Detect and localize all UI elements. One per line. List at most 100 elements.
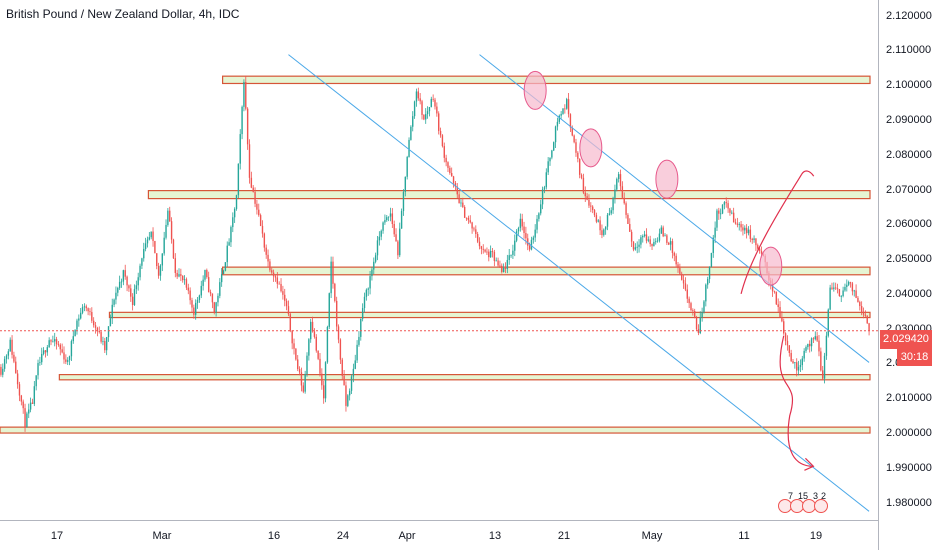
candle-body (807, 343, 809, 348)
chart-title: British Pound / New Zealand Dollar, 4h, … (6, 7, 240, 21)
candle (753, 235, 755, 243)
candle-body (827, 309, 829, 336)
price-axis[interactable] (878, 0, 879, 550)
candle-body (72, 336, 74, 342)
candle-body (178, 274, 180, 277)
candle (562, 108, 564, 115)
candle-body (220, 274, 223, 283)
candle (415, 88, 418, 107)
candle (860, 301, 863, 316)
candle (734, 218, 737, 225)
candle-body (534, 229, 536, 238)
candle-body (831, 287, 833, 289)
candle (540, 199, 542, 216)
candle (215, 301, 217, 317)
candle-body (573, 135, 575, 143)
candle (844, 283, 846, 292)
candle-body (753, 238, 755, 240)
candle (688, 296, 690, 308)
candle (582, 173, 585, 195)
candle (655, 238, 657, 245)
candle-body (104, 341, 106, 351)
candle (68, 355, 71, 366)
candle (538, 212, 540, 222)
candle (5, 354, 8, 364)
candle (213, 301, 215, 315)
time-axis[interactable] (0, 520, 878, 521)
candle-body (512, 250, 514, 255)
candle (786, 335, 789, 351)
candle-body (78, 318, 80, 321)
candle (825, 331, 828, 360)
candle (243, 79, 245, 112)
candle (842, 286, 844, 298)
candle-body (393, 224, 395, 235)
candle-body (298, 369, 301, 373)
candle-body (629, 223, 631, 232)
candle-body (52, 341, 54, 343)
candle-body (747, 229, 750, 234)
candle-body (671, 241, 674, 253)
candle (673, 251, 676, 262)
candle-body (473, 228, 475, 230)
candle (408, 137, 410, 158)
candle (111, 298, 113, 325)
candle-body (191, 300, 193, 308)
candle (141, 257, 143, 270)
candle-body (169, 210, 171, 222)
candle-body (554, 126, 557, 143)
candle-body (838, 289, 841, 297)
candle-body (202, 279, 204, 286)
candle-body (653, 241, 655, 247)
candle-body (721, 204, 724, 214)
candle-body (105, 337, 108, 351)
candle-body (412, 116, 414, 127)
candle-body (775, 291, 778, 305)
candle (705, 283, 707, 307)
candle-body (347, 395, 349, 406)
candle-body (651, 244, 653, 247)
candle-body (282, 291, 284, 295)
candle-body (836, 288, 839, 290)
candle (96, 326, 99, 337)
candle-body (172, 239, 175, 259)
candle (104, 337, 106, 354)
candle (306, 352, 308, 377)
candle (718, 207, 720, 220)
x-tick-label: 13 (488, 530, 502, 542)
candle (404, 176, 407, 197)
candle-body (625, 203, 627, 215)
candle (297, 355, 299, 372)
candle-body (675, 255, 677, 265)
candle-body (241, 106, 243, 135)
x-tick-label: 11 (738, 530, 750, 542)
candle (224, 262, 227, 272)
candle-body (575, 142, 577, 153)
candle-body (406, 156, 408, 177)
candle-body (16, 373, 19, 385)
candle (573, 134, 575, 144)
candle-body (313, 331, 316, 337)
candle-body (387, 216, 390, 218)
projection-down (779, 335, 814, 467)
candle-body (217, 295, 219, 303)
candle-body (521, 218, 523, 227)
candle (46, 344, 49, 356)
candle-body (33, 386, 36, 404)
sr-zone (108, 311, 871, 319)
candle-body (20, 395, 23, 402)
candle (126, 275, 128, 292)
candle (630, 229, 633, 248)
flag-nz-icon[interactable] (814, 499, 828, 513)
candle (29, 397, 32, 413)
candle (569, 113, 572, 132)
candle (165, 219, 167, 240)
candle (35, 375, 37, 391)
economic-events[interactable]: 7 15 3 2 (776, 491, 828, 517)
candle (169, 206, 171, 222)
candle-body (22, 401, 24, 409)
candle-body (634, 247, 637, 250)
candle-body (701, 312, 703, 318)
